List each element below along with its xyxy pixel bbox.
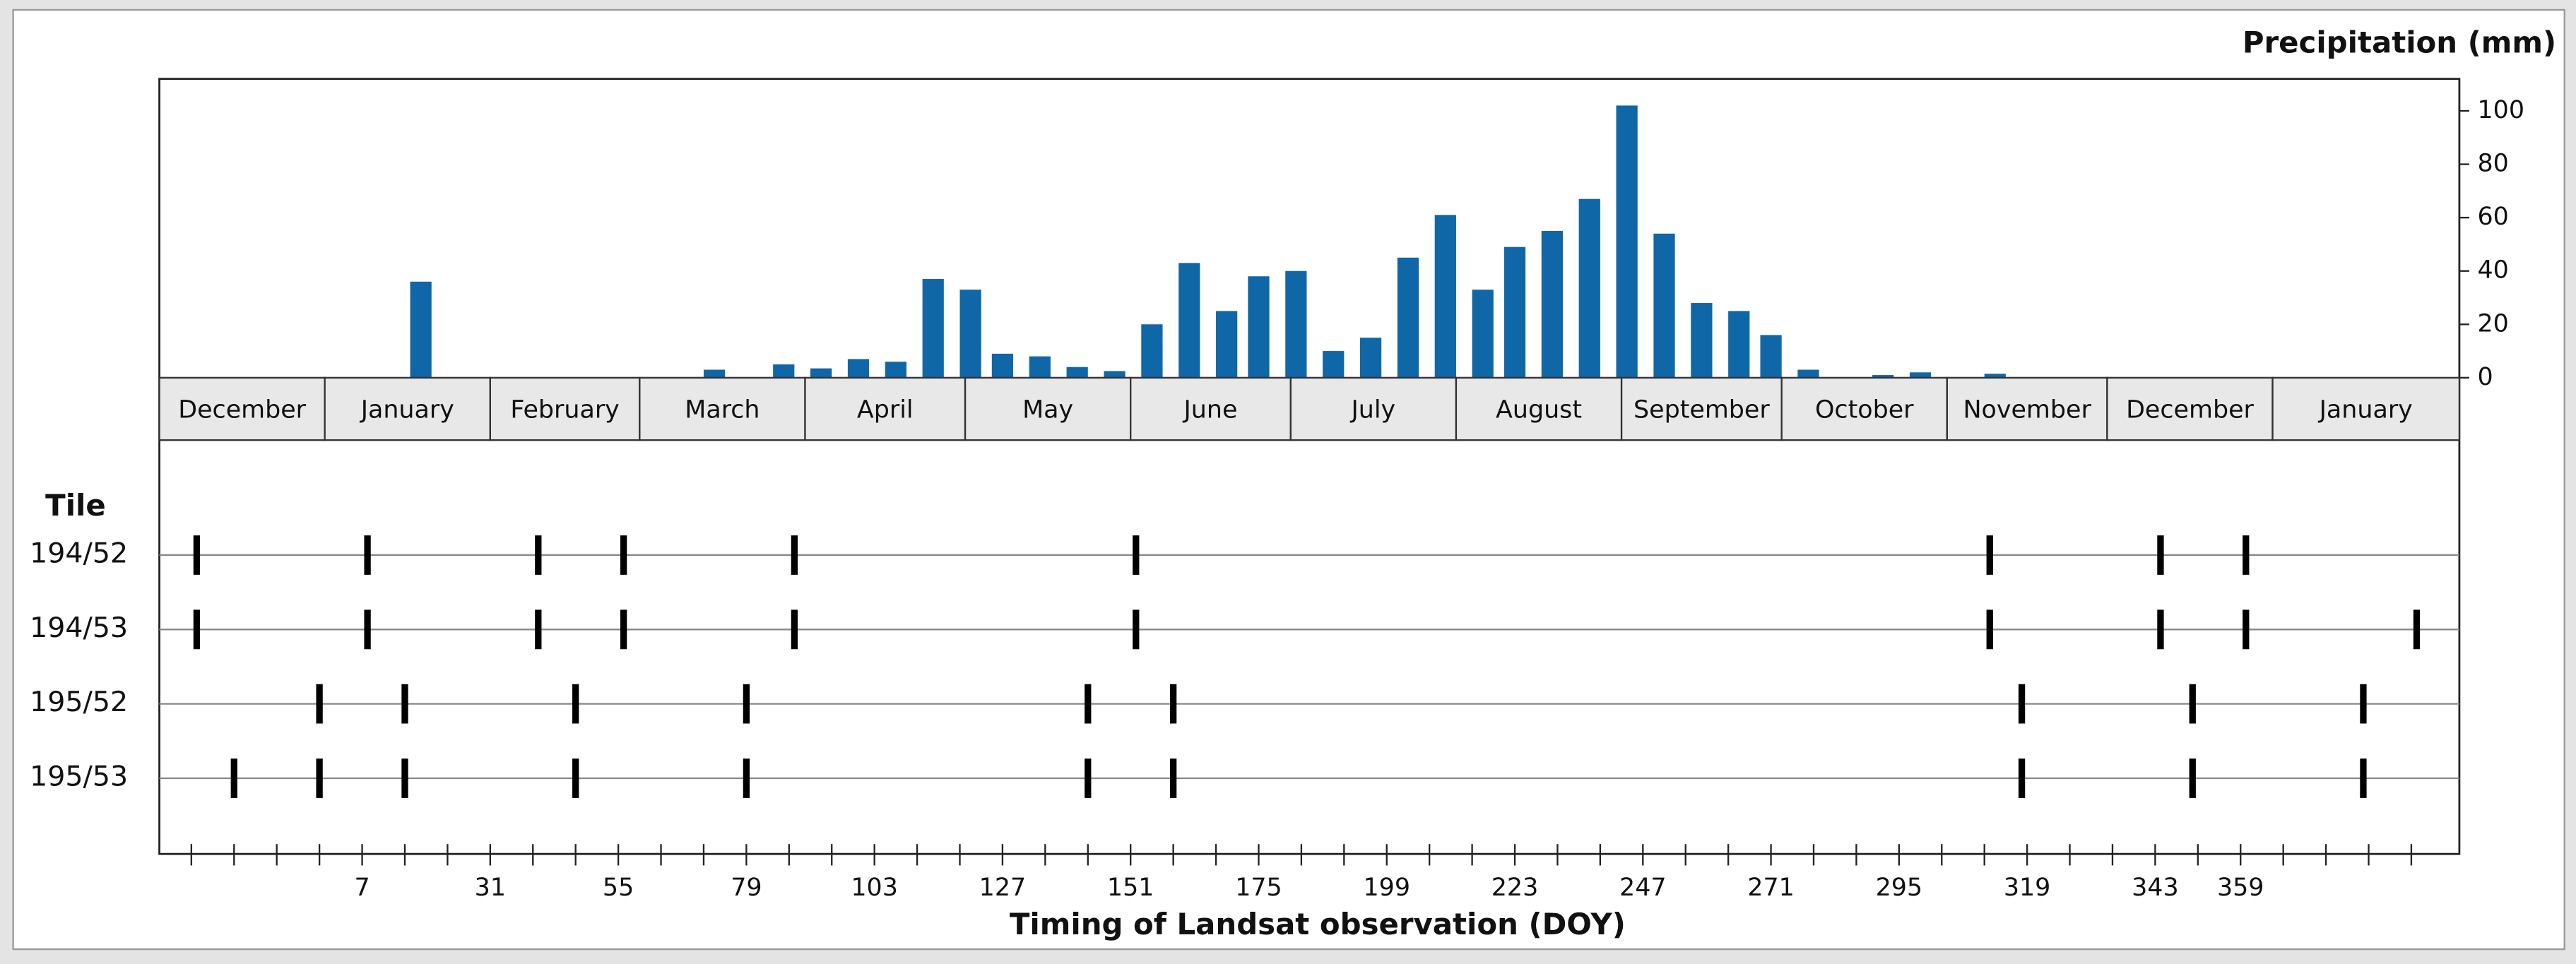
bar (1029, 356, 1051, 378)
month-cell (489, 376, 641, 441)
month-label: May (1022, 395, 1073, 424)
month-cell (1455, 376, 1623, 441)
bar (1653, 233, 1675, 378)
x-axis-label: Timing of Landsat observation (DOY) (1010, 907, 1626, 941)
y-tick-label: 100 (2477, 96, 2524, 124)
x-tick-label: 55 (603, 874, 634, 902)
bar (1472, 290, 1494, 378)
month-label: October (1815, 395, 1914, 424)
bar (1728, 311, 1750, 378)
x-tick-label: 223 (1491, 874, 1539, 902)
y-tick-label: 40 (2477, 256, 2508, 285)
x-tick-label: 79 (731, 874, 762, 902)
bar (773, 364, 795, 378)
bar (1541, 231, 1564, 378)
tile-label: 194/53 (30, 612, 128, 644)
month-label: January (2318, 395, 2413, 424)
x-tick-label: 31 (475, 874, 506, 902)
bar (1434, 215, 1456, 378)
bar (1760, 335, 1782, 378)
bar (1984, 374, 2006, 378)
y-tick-label: 20 (2477, 309, 2508, 338)
plot-frame (158, 78, 2461, 855)
bar (1578, 198, 1600, 378)
y-tick-label: 60 (2477, 203, 2508, 231)
month-label: February (510, 395, 619, 424)
x-tick-label: 247 (1619, 874, 1667, 902)
tile-label: 195/53 (30, 760, 128, 792)
bar (1323, 351, 1345, 378)
month-cell (639, 376, 806, 441)
bar (959, 290, 981, 378)
month-cell (2106, 376, 2274, 441)
bar (1178, 263, 1200, 378)
month-cell (2271, 376, 2461, 441)
bar (1503, 246, 1526, 378)
bar (1872, 375, 1894, 378)
tile-heading: Tile (45, 488, 106, 523)
x-tick-label: 103 (851, 874, 898, 902)
bar (1285, 270, 1307, 378)
bar (922, 279, 944, 378)
bar (991, 353, 1014, 378)
bar (847, 359, 870, 378)
chart-title: Precipitation (mm) (2243, 25, 2556, 59)
bar (1104, 371, 1125, 378)
x-tick-label: 343 (2132, 874, 2179, 902)
bar (1397, 257, 1419, 378)
bar (410, 281, 432, 378)
bar (1066, 367, 1088, 378)
month-label: November (1963, 395, 2091, 424)
month-cell (1946, 376, 2108, 441)
bar (810, 368, 832, 378)
x-tick-label: 199 (1363, 874, 1410, 902)
x-tick-label: 7 (354, 874, 370, 902)
month-cell (1780, 376, 1948, 441)
month-cell (324, 376, 492, 441)
month-label: July (1350, 395, 1396, 424)
month-cell (804, 376, 967, 441)
bar (1691, 303, 1713, 378)
month-cell (1620, 376, 1783, 441)
bar (1909, 372, 1932, 378)
bar (703, 369, 726, 378)
x-tick-label: 319 (2004, 874, 2051, 902)
bar (1797, 369, 1819, 378)
y-tick-label: 0 (2477, 363, 2493, 391)
bar (885, 362, 906, 378)
panel (12, 8, 2565, 951)
x-tick-label: 175 (1235, 874, 1282, 902)
tile-label: 195/52 (30, 686, 128, 718)
month-label: December (2126, 395, 2254, 424)
bar (1216, 311, 1238, 378)
bar (1248, 276, 1270, 378)
x-tick-label: 151 (1107, 874, 1154, 902)
month-label: August (1496, 395, 1582, 424)
month-label: September (1633, 395, 1770, 424)
x-tick-label: 127 (979, 874, 1027, 902)
month-label: January (360, 395, 454, 424)
month-label: March (685, 395, 760, 424)
x-tick-label: 295 (1876, 874, 1923, 902)
month-label: December (178, 395, 306, 424)
bar (1616, 105, 1638, 378)
month-cell (158, 376, 326, 441)
month-label: June (1183, 395, 1238, 424)
month-label: April (857, 395, 914, 424)
bar (1359, 338, 1382, 378)
bar (1141, 324, 1163, 378)
y-tick-label: 80 (2477, 150, 2508, 178)
x-tick-label: 359 (2217, 874, 2264, 902)
month-cell (1289, 376, 1458, 441)
x-tick-label: 271 (1747, 874, 1795, 902)
tile-label: 194/52 (30, 537, 128, 569)
